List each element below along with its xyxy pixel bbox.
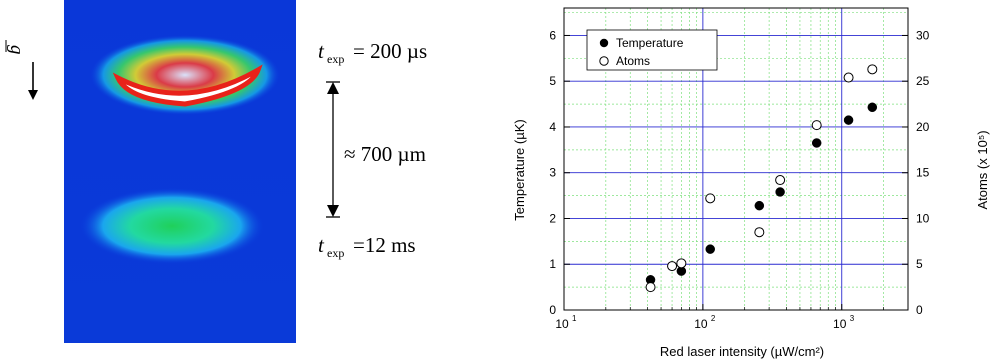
x-tick-label-exponent: 1	[572, 314, 577, 323]
absorption-image-figure: g t exp = 200 µs ≈ 700 µm t exp =12 ms	[5, 0, 427, 343]
temperature-point	[867, 102, 878, 113]
y-left-tick-label: 6	[549, 28, 556, 42]
temperature-point	[843, 115, 854, 125]
x-tick-label-exponent: 3	[850, 314, 855, 323]
atoms-point	[676, 258, 687, 269]
absorption-image-panel: g t exp = 200 µs ≈ 700 µm t exp =12 ms	[0, 0, 480, 362]
temperature-point	[705, 244, 715, 254]
legend: Temperature Atoms	[586, 29, 718, 71]
distance-arrow-head-top	[327, 82, 339, 94]
minor-grid	[564, 8, 909, 310]
cloud-bottom	[80, 188, 264, 264]
y-right-tick-label: 0	[916, 303, 923, 317]
distance-label: ≈ 700 µm	[344, 142, 426, 166]
distance-arrow-head-bottom	[327, 205, 339, 217]
axis-ticks	[563, 34, 909, 311]
y-right-tick-label: 30	[916, 28, 930, 42]
cloud-top-crescent	[112, 64, 263, 107]
atoms-point	[705, 193, 716, 204]
bottom-exposure-var: t	[318, 233, 325, 257]
y-left-tick-label: 5	[549, 74, 556, 88]
atoms-point	[867, 64, 878, 75]
gravity-label: g	[6, 45, 27, 55]
y-right-tick-label: 5	[916, 257, 923, 271]
bottom-exposure-sub: exp	[327, 246, 344, 260]
y-right-tick-label: 15	[916, 166, 930, 180]
legend-label-temperature: Temperature	[616, 36, 684, 50]
atoms-point	[811, 120, 822, 131]
legend-label-atoms: Atoms	[616, 54, 650, 68]
top-exposure-sub: exp	[327, 52, 344, 66]
chart-panel: 10 1 10 2 10 3 0 1 2 3 4 5 6 0 5 10 15 20 25 30 Temperature…	[480, 0, 1007, 362]
y-left-tick-label: 4	[549, 120, 556, 134]
y-right-tick-label: 20	[916, 120, 930, 134]
temperature-point	[811, 138, 822, 148]
y-right-tick-label: 25	[916, 74, 930, 88]
x-tick-label: 10	[694, 317, 708, 331]
legend-box	[586, 29, 718, 71]
y-axis-left-label: Temperature (µK)	[512, 119, 527, 220]
x-tick-label-exponent: 2	[711, 314, 716, 323]
y-left-tick-label: 2	[549, 211, 556, 225]
atoms-point	[843, 72, 854, 83]
legend-marker-atoms	[599, 56, 609, 66]
x-axis-label: Red laser intensity (µW/cm²)	[660, 344, 824, 359]
y-axis-right-label: Atoms (x 10⁵)	[975, 130, 990, 209]
atoms-point	[775, 175, 786, 186]
temperature-point	[754, 200, 765, 211]
plot-frame	[563, 7, 909, 311]
x-tick-label: 10	[555, 317, 569, 331]
y-left-tick-label: 1	[549, 257, 556, 271]
legend-marker-temperature	[599, 38, 609, 48]
top-exposure-value: = 200 µs	[353, 39, 427, 63]
temperature-point	[775, 187, 785, 197]
x-tick-label: 10	[833, 317, 847, 331]
gravity-arrow-head	[28, 90, 38, 100]
y-left-tick-label: 0	[549, 303, 556, 317]
atoms-point	[645, 282, 656, 293]
top-exposure-var: t	[318, 39, 325, 63]
y-left-tick-label: 3	[549, 166, 556, 180]
atoms-point	[667, 261, 678, 272]
atoms-point	[754, 227, 765, 238]
bottom-exposure-value: =12 ms	[353, 233, 416, 257]
data-points	[645, 64, 878, 293]
y-right-tick-label: 10	[916, 211, 930, 225]
